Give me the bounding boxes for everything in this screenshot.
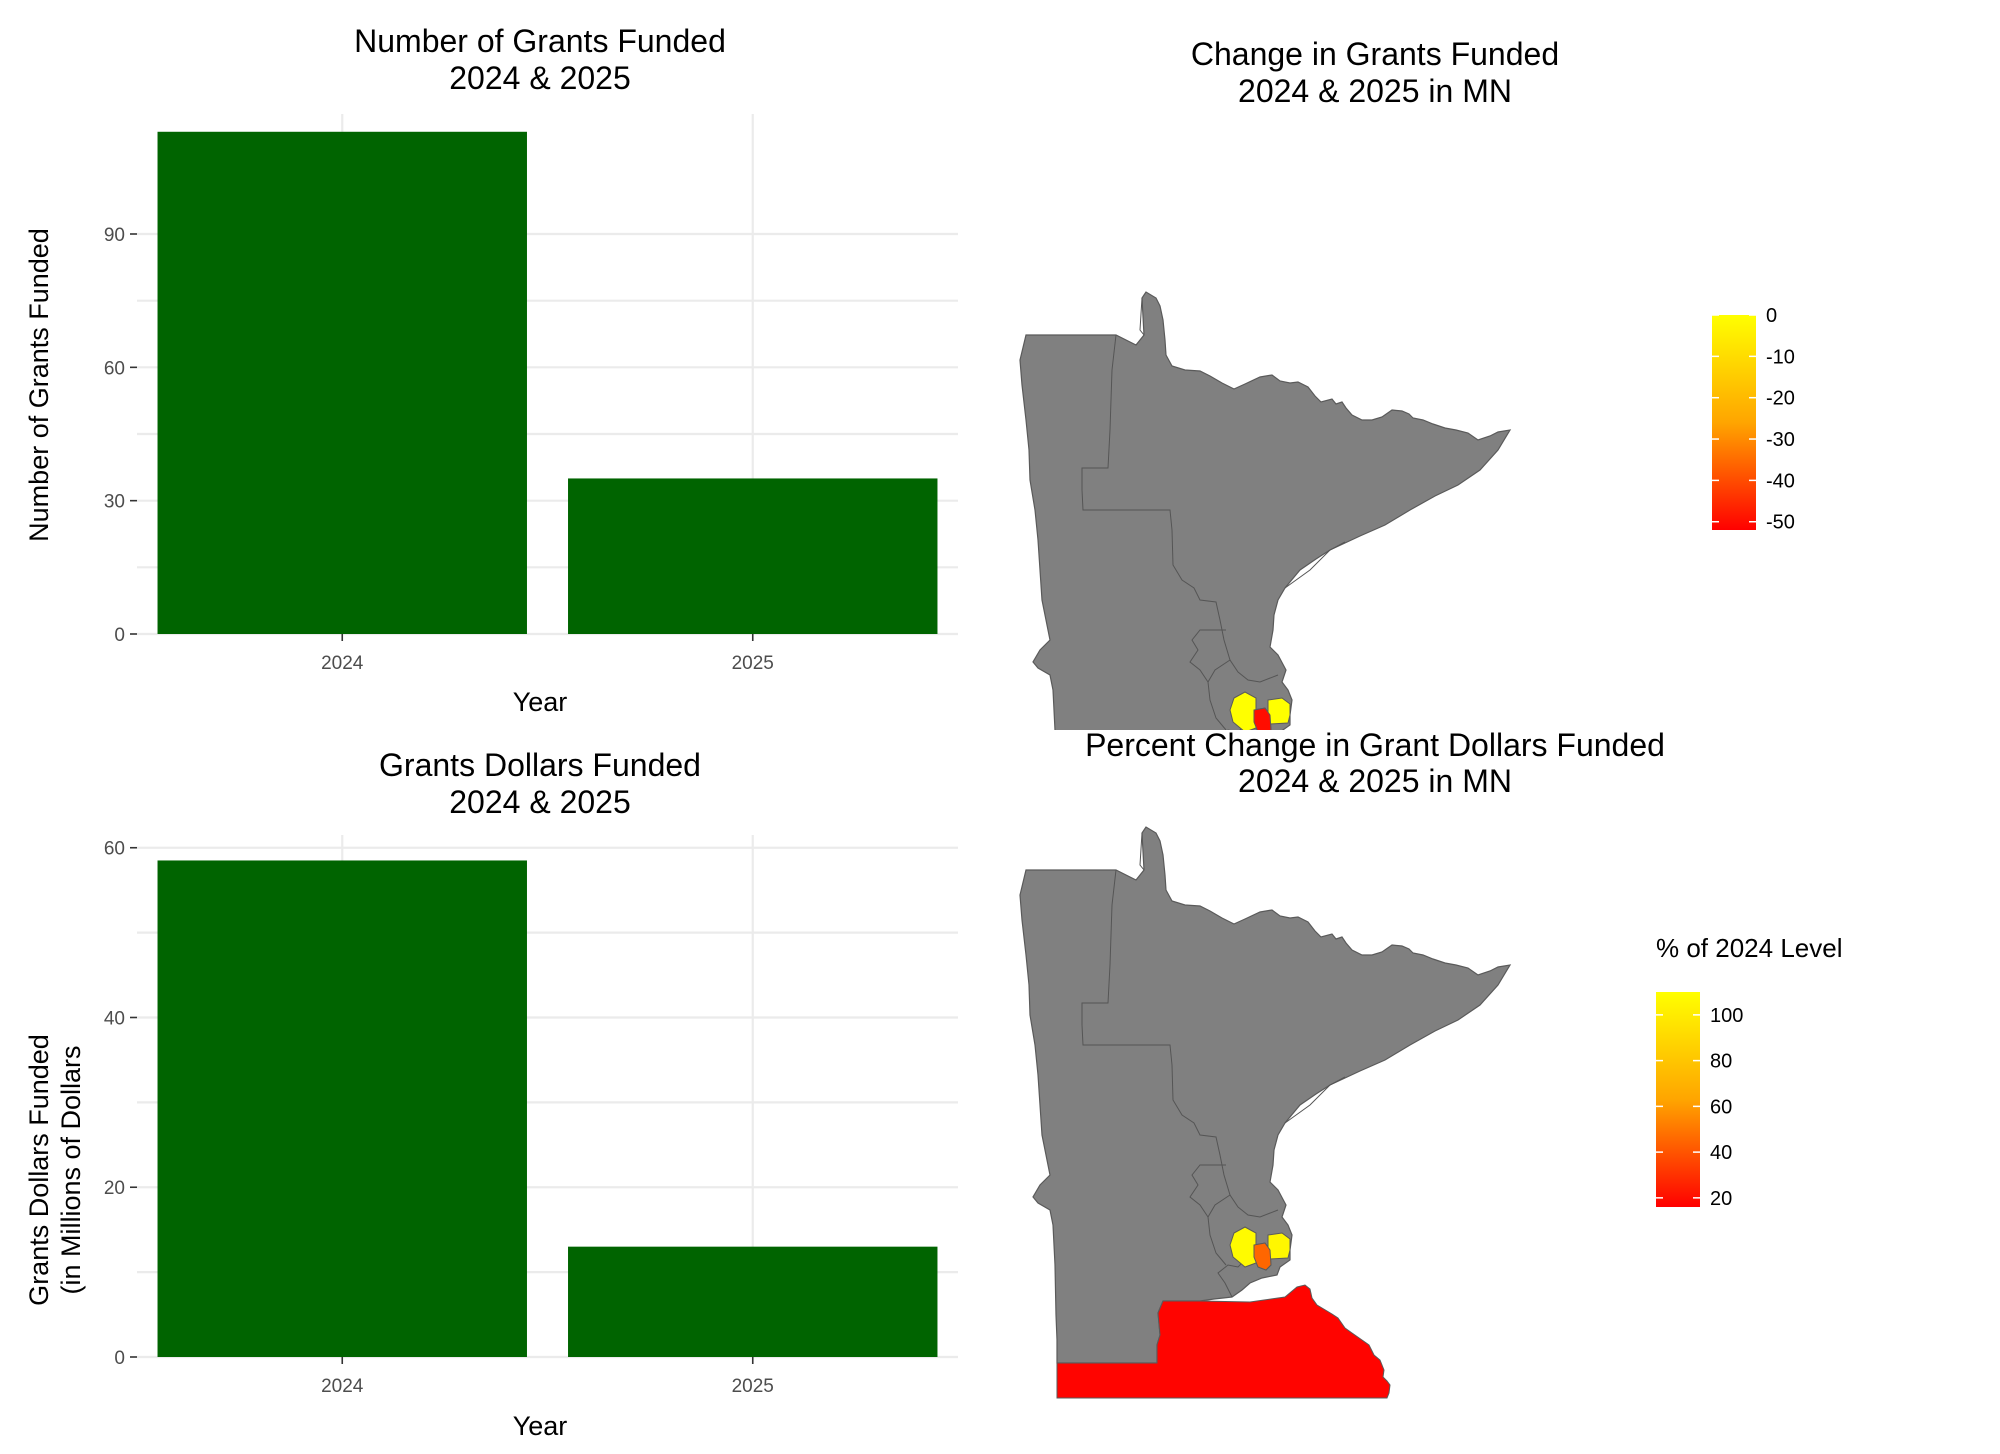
chart-panel-grants-dollars: Grants Dollars Funded 2024 & 2025 0 20 40 6…	[0, 730, 980, 1454]
x-tick-label: 2024	[321, 1376, 364, 1397]
map-title-line-1: Percent Change in Grant Dollars Funded	[1085, 730, 1665, 763]
map-district-5	[1253, 707, 1272, 730]
y-tick-label: 0	[114, 1348, 125, 1369]
legend-colorbar	[1656, 992, 1700, 1207]
legend-tick-label: -30	[1766, 429, 1795, 451]
map-title-line-2: 2024 & 2025 in MN	[1238, 73, 1512, 109]
map-panel-change: Change in Grants Funded 2024 & 2025 in M…	[1000, 0, 2000, 730]
chart-title-line-1: Grants Dollars Funded	[379, 747, 701, 783]
bar-2024	[157, 131, 527, 634]
bar-2025	[568, 478, 938, 634]
map-region-no-data	[1019, 291, 1512, 730]
y-tick-label: 20	[104, 1178, 125, 1199]
y-tick-label: 60	[104, 358, 125, 379]
map-panel-percent: Percent Change in Grant Dollars Funded 2…	[1000, 730, 2000, 1454]
district-boundary	[1139, 832, 1145, 871]
district-boundary	[1284, 1076, 1346, 1124]
map-district-4	[1267, 1232, 1291, 1260]
legend-tick-label: 0	[1766, 305, 1777, 327]
district-boundary	[1139, 297, 1145, 336]
legend-tick-label: -40	[1766, 470, 1795, 492]
legend-tick-label: 20	[1710, 1188, 1732, 1210]
x-tick-label: 2025	[732, 653, 774, 674]
bar-chart-grants-count: Number of Grants Funded 2024 & 2025 0 30 6…	[24, 23, 958, 717]
legend-title: % of 2024 Level	[1656, 933, 1842, 963]
y-tick-label: 90	[104, 225, 125, 246]
bar-2024	[157, 860, 527, 1357]
map-district-5	[1253, 1242, 1272, 1271]
y-tick-label: 40	[104, 1008, 125, 1029]
district-boundary	[1189, 1164, 1226, 1218]
district-boundary	[1189, 629, 1226, 683]
chart-title-line-2: 2024 & 2025	[449, 784, 631, 820]
map-title-line-1: Change in Grants Funded	[1191, 36, 1559, 72]
legend-tick-label: -50	[1766, 512, 1795, 534]
legend-tick-label: 80	[1710, 1051, 1732, 1073]
legend-tick-label: 40	[1710, 1142, 1732, 1164]
district-boundary	[1081, 334, 1279, 683]
district-boundary	[1081, 869, 1279, 1218]
chart-title-line-1: Number of Grants Funded	[354, 23, 726, 59]
x-axis-title: Year	[513, 687, 568, 717]
x-axis-title: Year	[513, 1411, 568, 1441]
y-axis-title-line-1: Grants Dollars Funded	[24, 1034, 54, 1306]
bar-2025	[568, 1246, 938, 1357]
district-boundary	[1207, 1194, 1231, 1266]
y-tick-label: 30	[104, 492, 125, 513]
y-tick-label: 60	[104, 839, 125, 860]
bar-chart-grants-dollars: Grants Dollars Funded 2024 & 2025 0 20 40 6…	[24, 747, 958, 1441]
map-district-1	[1056, 1284, 1391, 1399]
chart-title-line-2: 2024 & 2025	[449, 60, 631, 96]
legend-tick-label: 60	[1710, 1096, 1732, 1118]
choropleth-map-change: Change in Grants Funded 2024 & 2025 in M…	[1019, 36, 1795, 730]
legend-tick-label: 100	[1710, 1005, 1743, 1027]
legend-tick-label: -10	[1766, 346, 1795, 368]
y-axis-title: Number of Grants Funded	[24, 228, 54, 542]
choropleth-map-percent: Percent Change in Grant Dollars Funded 2…	[1019, 730, 1842, 1399]
x-tick-label: 2025	[732, 1376, 774, 1397]
legend-tick-label: -20	[1766, 388, 1795, 410]
legend-colorbar	[1712, 315, 1756, 530]
district-boundary	[1284, 541, 1346, 589]
map-region-no-data	[1019, 826, 1512, 1364]
y-tick-label: 0	[114, 625, 125, 646]
district-boundary	[1207, 659, 1231, 730]
x-tick-label: 2024	[321, 653, 364, 674]
chart-panel-grants-count: Number of Grants Funded 2024 & 2025 0 30 6…	[0, 0, 980, 730]
map-title-line-2: 2024 & 2025 in MN	[1238, 763, 1512, 799]
map-district-4	[1267, 697, 1291, 725]
y-axis-title-line-2: (in Millions of Dollars	[56, 1045, 86, 1294]
